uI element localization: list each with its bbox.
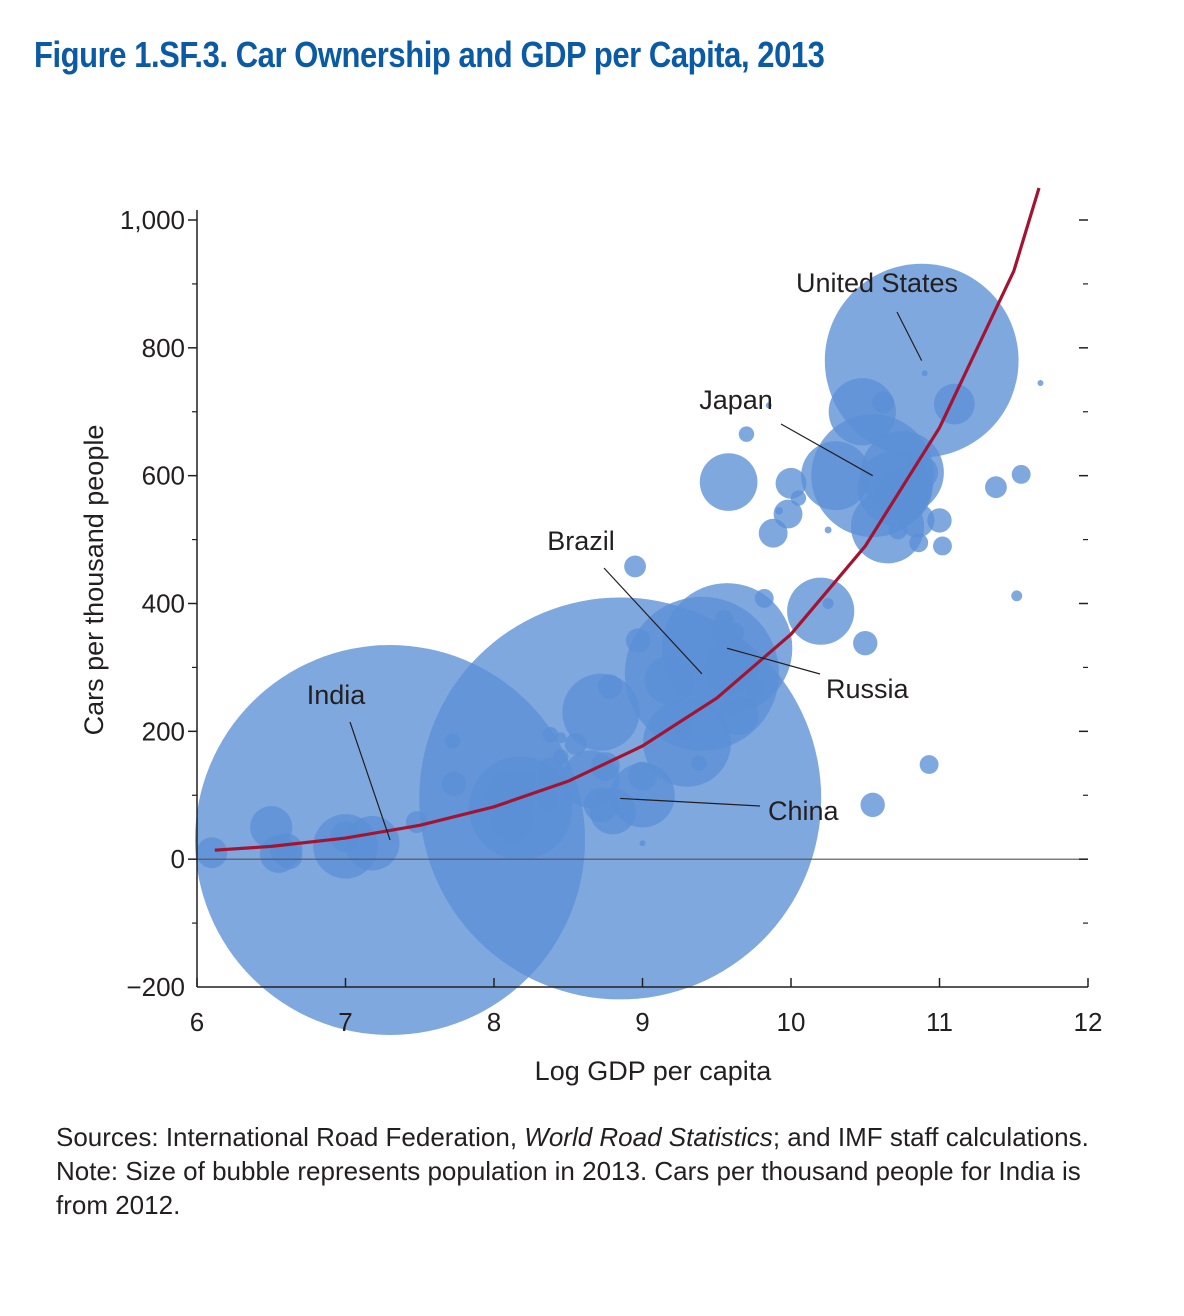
- bubble: [555, 732, 567, 744]
- label-brazil: Brazil: [547, 526, 615, 556]
- bubble: [590, 752, 620, 781]
- sources-publication: World Road Statistics: [524, 1122, 773, 1152]
- bubble: [872, 391, 894, 414]
- bubble: [888, 520, 908, 540]
- bubble: [985, 476, 1007, 499]
- bubble: [564, 733, 587, 756]
- bubble: [860, 792, 885, 818]
- x-axis-label: Log GDP per capita: [535, 1056, 773, 1086]
- bubble: [933, 383, 975, 425]
- sources-line: Sources: International Road Federation, …: [56, 1120, 1136, 1154]
- bubble: [754, 588, 774, 608]
- label-united-states: United States: [796, 268, 958, 298]
- bubble: [775, 506, 783, 515]
- x-tick-label: 8: [487, 1007, 501, 1037]
- bubble: [824, 526, 832, 534]
- bubble: [909, 533, 929, 553]
- bubble: [719, 695, 759, 736]
- axes: −200 0 200 400 600 800 1,000 6 7 8 9 10 11 12: [120, 205, 1103, 1037]
- bubble: [1011, 464, 1031, 484]
- bubble: [714, 610, 734, 629]
- bubble: [773, 499, 803, 529]
- bubble: [625, 628, 651, 653]
- x-tick-label: 11: [926, 1007, 953, 1037]
- bubble: [787, 577, 855, 645]
- bubble: [853, 630, 878, 656]
- bubble: [628, 761, 657, 791]
- bubble: [738, 426, 755, 442]
- callout-line-brazil: [603, 567, 703, 675]
- bubble: [822, 598, 834, 609]
- bubble: [699, 453, 758, 511]
- bubble: [405, 811, 428, 833]
- sources-prefix: Sources: International Road Federation,: [56, 1122, 525, 1152]
- x-tick-label: 7: [338, 1007, 352, 1037]
- bubble: [933, 536, 952, 556]
- y-axis-label: Cars per thousand people: [79, 425, 109, 736]
- x-tick-label: 6: [190, 1007, 204, 1037]
- bubble: [644, 655, 694, 705]
- bubble: [765, 402, 772, 409]
- bubble: [744, 678, 764, 698]
- label-russia: Russia: [826, 674, 910, 704]
- bubble: [624, 555, 646, 578]
- callout-line-china: [620, 797, 761, 807]
- x-tick-label: 10: [777, 1007, 806, 1037]
- bubble: [639, 840, 646, 847]
- figure-notes: Sources: International Road Federation, …: [56, 1120, 1136, 1222]
- figure-title: Figure 1.SF.3. Car Ownership and GDP per…: [34, 34, 825, 75]
- fit-curve: [214, 187, 1041, 852]
- y-tick-label: 0: [171, 844, 185, 874]
- bubble: [921, 370, 928, 377]
- label-india: India: [307, 680, 367, 710]
- bubble: [583, 787, 619, 823]
- label-japan: Japan: [699, 385, 773, 415]
- y-tick-label: 800: [142, 333, 185, 363]
- bubble: [905, 456, 939, 489]
- bubble: [691, 755, 707, 771]
- bubble-layer: [195, 263, 1044, 1035]
- bubble: [801, 441, 871, 511]
- bubble: [725, 622, 745, 642]
- bubble: [536, 789, 559, 812]
- callout-line-india: [349, 721, 391, 841]
- bubble: [643, 698, 731, 787]
- callout-line-russia: [726, 647, 821, 675]
- bubble: [790, 490, 807, 506]
- note-line: Note: Size of bubble represents populati…: [56, 1156, 1081, 1220]
- bubble: [1011, 590, 1023, 602]
- bubble-chart: −200 0 200 400 600 800 1,000 6 7 8 9 10 11 12 India Ch…: [79, 187, 1103, 1086]
- callout-line-japan: [780, 423, 873, 477]
- y-tick-label: 400: [142, 589, 185, 619]
- bubble: [927, 508, 952, 533]
- bubble: [919, 755, 939, 775]
- y-tick-label: 200: [142, 716, 185, 746]
- bubble: [538, 767, 557, 787]
- bubble: [674, 718, 694, 738]
- bubble: [441, 771, 467, 796]
- callout-line-united-states: [896, 311, 923, 361]
- bubble: [517, 773, 537, 792]
- y-tick-label: 1,000: [120, 205, 185, 235]
- x-tick-label: 12: [1074, 1007, 1103, 1037]
- bubble: [542, 726, 559, 743]
- bubble: [553, 749, 569, 765]
- bubble: [897, 489, 922, 514]
- label-china: China: [768, 796, 840, 826]
- bubble: [444, 733, 461, 749]
- y-tick-label: −200: [126, 972, 185, 1002]
- bubble: [1037, 380, 1044, 386]
- bubble: [196, 837, 228, 869]
- y-tick-label: 600: [142, 461, 185, 491]
- bubble: [597, 674, 623, 699]
- bubble: [275, 842, 303, 870]
- callout-layer: India China Brazil Russia Japan United States: [307, 268, 958, 841]
- bubble: [490, 799, 533, 842]
- x-tick-label: 9: [635, 1007, 649, 1037]
- sources-suffix: ; and IMF staff calculations.: [772, 1122, 1089, 1152]
